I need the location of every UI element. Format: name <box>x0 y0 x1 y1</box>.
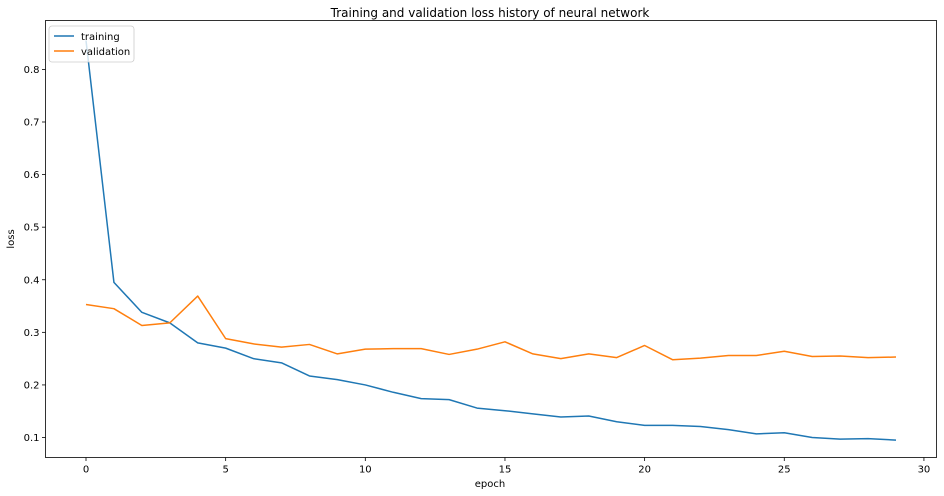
legend-label-training: training <box>81 32 120 43</box>
x-tick-label: 0 <box>83 465 89 476</box>
y-tick-label: 0.8 <box>24 65 40 76</box>
chart-title: Training and validation loss history of … <box>330 6 650 20</box>
y-tick-label: 0.1 <box>24 433 40 444</box>
plot-frame <box>45 20 937 458</box>
x-tick-label: 25 <box>778 465 791 476</box>
x-tick-label: 10 <box>359 465 372 476</box>
legend: training validation <box>48 25 135 63</box>
y-tick-label: 0.6 <box>24 170 40 181</box>
x-tick-label: 5 <box>222 465 228 476</box>
x-tick-label: 15 <box>499 465 512 476</box>
y-axis-title: loss <box>6 229 17 248</box>
y-tick-label: 0.4 <box>24 275 40 286</box>
y-tick-label: 0.2 <box>24 380 40 391</box>
y-tick-label: 0.5 <box>24 223 40 234</box>
x-tick-label: 20 <box>638 465 651 476</box>
legend-label-validation: validation <box>81 47 130 58</box>
y-tick-label: 0.3 <box>24 328 40 339</box>
x-axis-title: epoch <box>475 479 505 490</box>
plot-area <box>85 40 897 441</box>
series-line-validation <box>85 295 897 361</box>
y-tick-label: 0.7 <box>24 117 40 128</box>
legend-box <box>48 25 135 63</box>
series-line-training <box>85 40 897 441</box>
x-tick-label: 30 <box>918 465 931 476</box>
